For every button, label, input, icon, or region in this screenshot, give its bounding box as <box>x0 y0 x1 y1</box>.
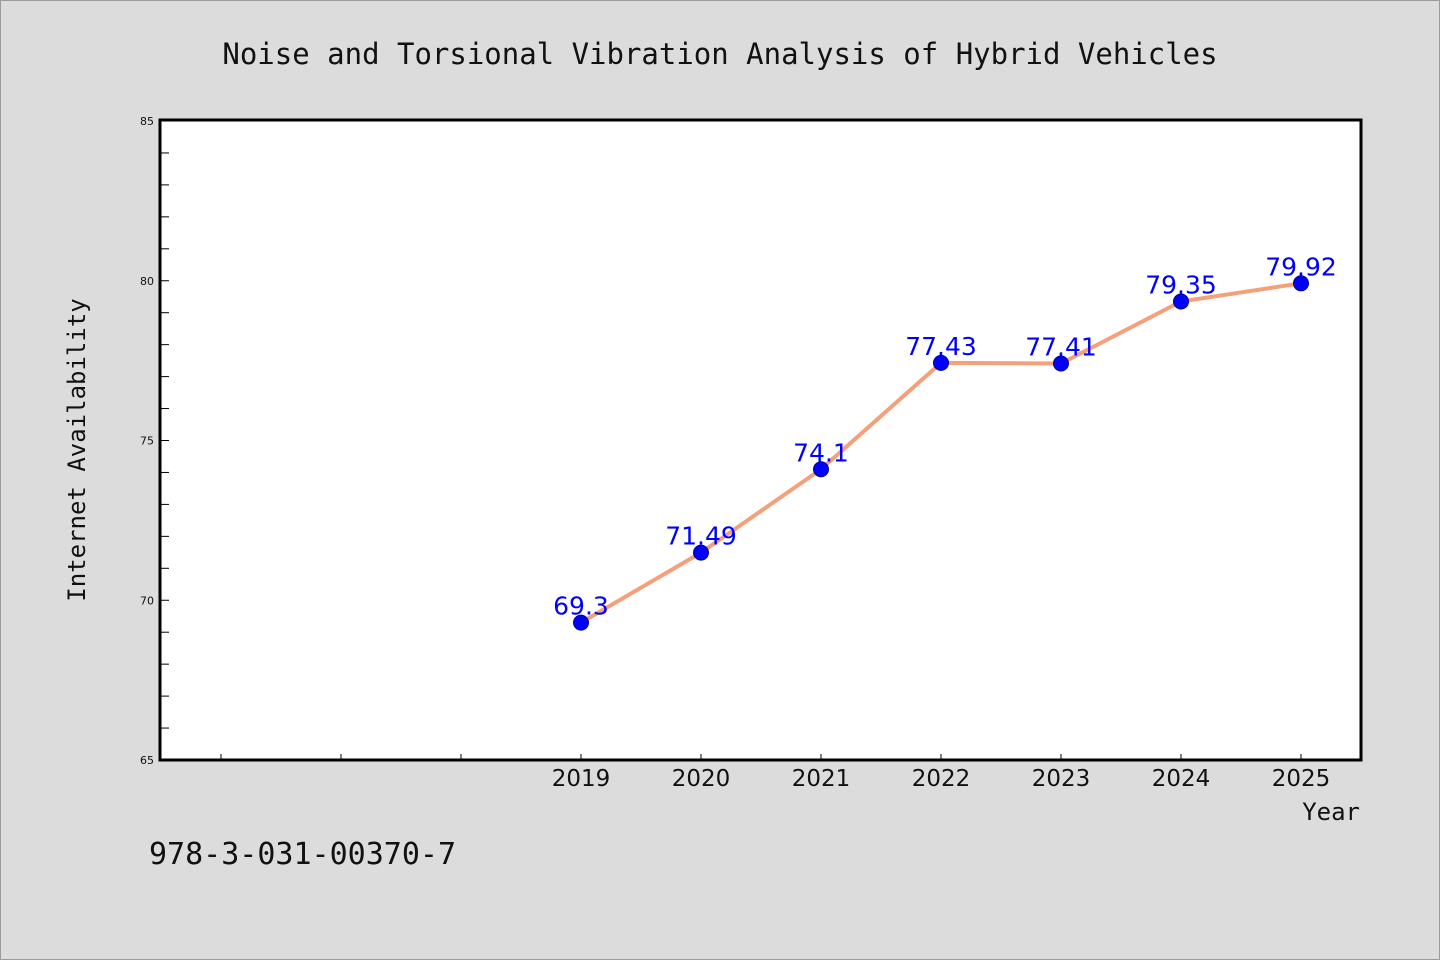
y-axis-ticks: 65 70 75 80 85 <box>140 115 169 767</box>
x-tick-label: 2020 <box>672 766 731 792</box>
y-tick-label: 75 <box>140 435 154 448</box>
y-tick-label: 85 <box>140 115 154 128</box>
x-tick-label: 2025 <box>1272 766 1331 792</box>
isbn-text: 978-3-031-00370-7 <box>149 837 456 872</box>
data-label: 79.92 <box>1265 252 1337 281</box>
x-tick-label: 2024 <box>1152 766 1211 792</box>
x-axis-ticks: 2019 2020 2021 2022 2023 2024 2025 <box>220 754 1331 792</box>
x-tick-label: 2019 <box>552 766 611 792</box>
y-tick-label: 80 <box>140 275 154 288</box>
data-point-marker <box>1053 355 1069 372</box>
x-tick-label: 2021 <box>792 766 851 792</box>
chart-title: Noise and Torsional Vibration Analysis o… <box>222 37 1217 71</box>
data-point-marker <box>573 614 589 631</box>
data-label: 74.1 <box>793 438 849 467</box>
data-label: 69.3 <box>553 592 609 621</box>
data-label: 77.43 <box>905 332 977 361</box>
y-tick-label: 70 <box>140 594 154 607</box>
x-tick-label: 2022 <box>912 766 971 792</box>
data-point-marker <box>933 354 949 371</box>
series-markers-group <box>573 275 1309 631</box>
x-tick-label: 2023 <box>1032 766 1091 792</box>
data-label: 79.35 <box>1145 271 1217 300</box>
plot-area <box>158 118 1363 762</box>
y-tick-label: 65 <box>140 754 154 767</box>
data-point-marker <box>813 461 829 478</box>
data-label: 77.41 <box>1025 333 1097 362</box>
x-axis-label: Year <box>1302 798 1360 826</box>
data-point-marker <box>1293 275 1309 292</box>
y-axis-label: Internet Availability <box>63 298 91 601</box>
data-label: 71.49 <box>665 522 737 551</box>
data-labels-group: 69.3 71.49 74.1 77.43 77.41 79.35 79.92 <box>553 252 1337 620</box>
data-point-marker <box>1173 293 1189 310</box>
data-point-marker <box>693 544 709 561</box>
